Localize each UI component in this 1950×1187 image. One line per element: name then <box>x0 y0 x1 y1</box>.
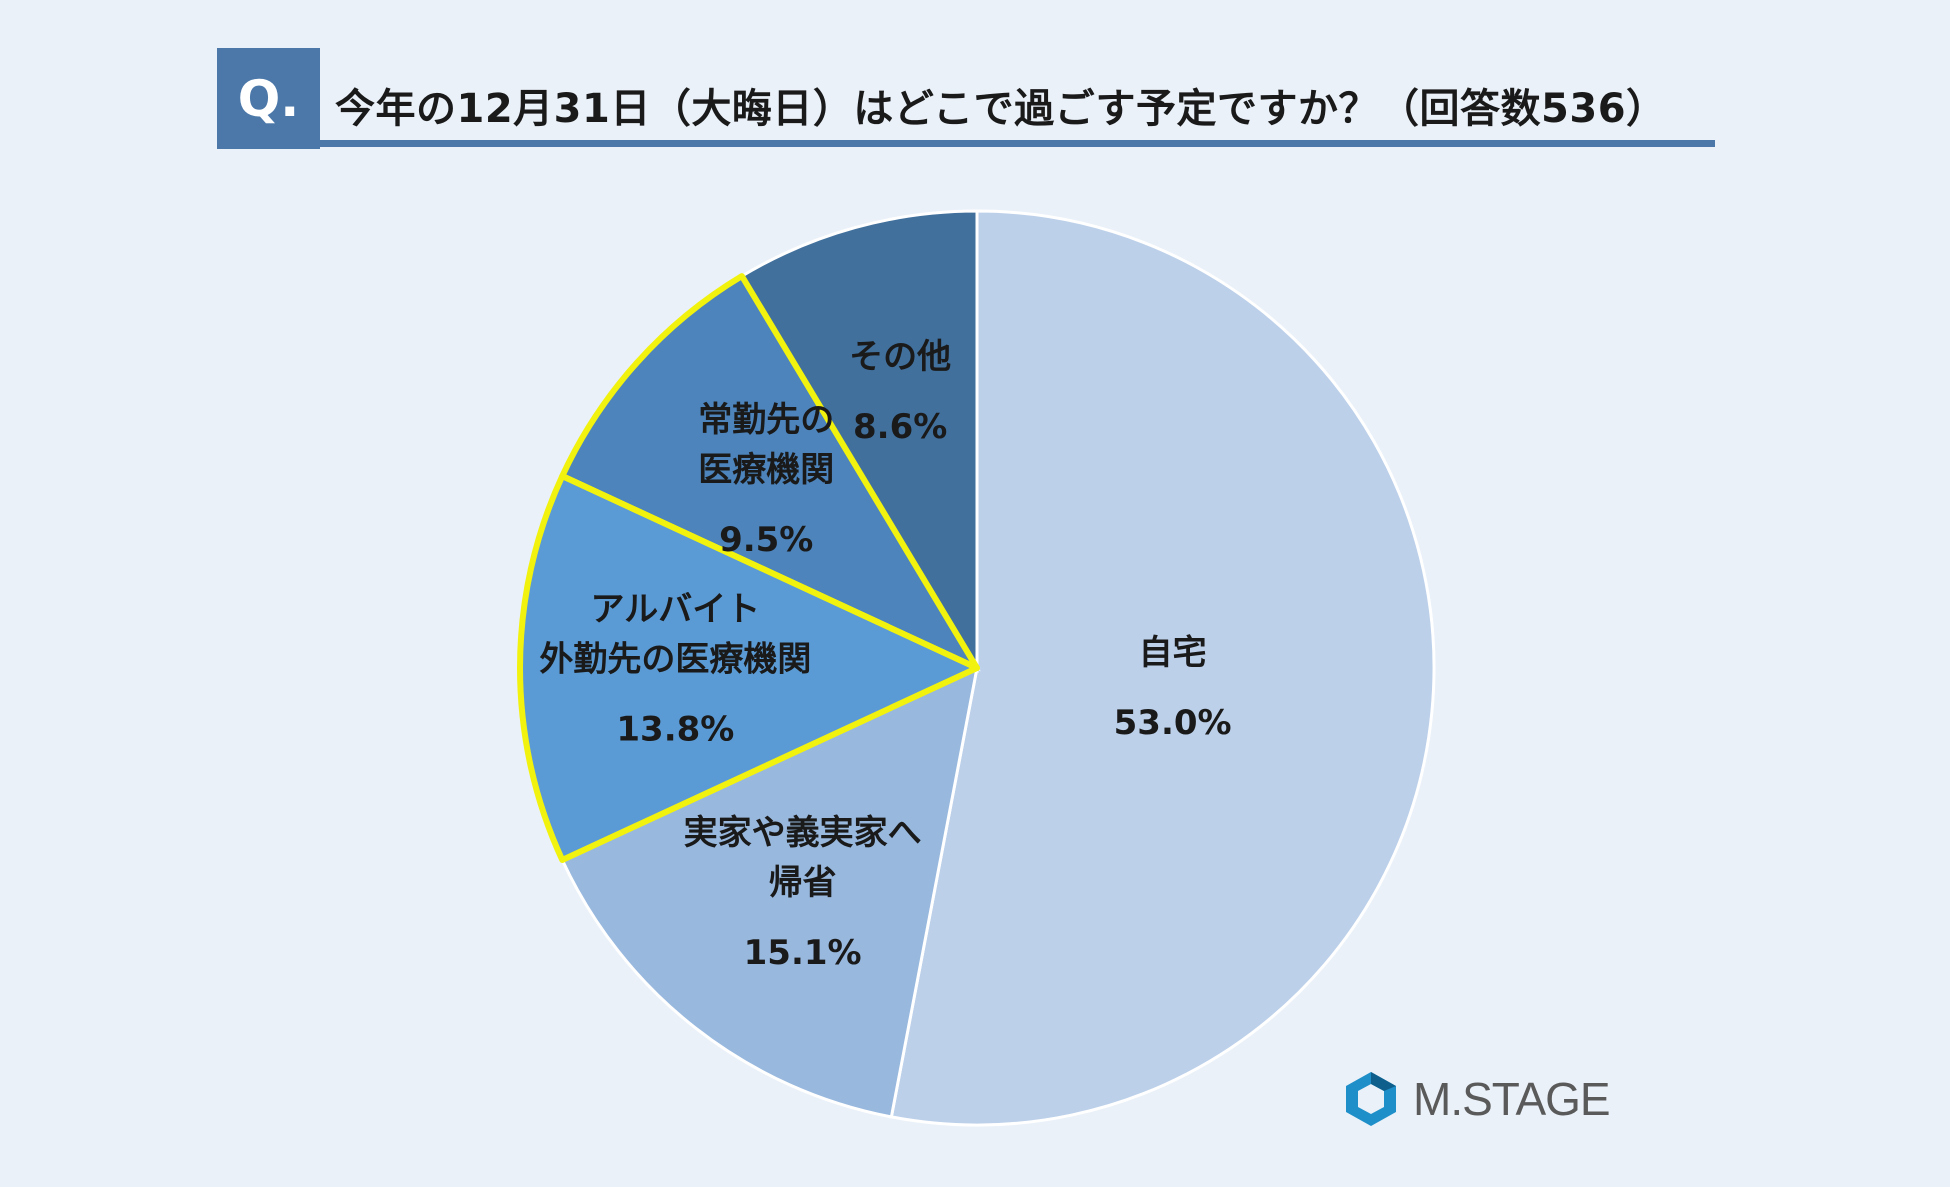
slice-label-1-0: 実家や義実家へ <box>684 813 922 853</box>
slice-value-3: 9.5% <box>719 520 813 560</box>
mstage-hexagon-icon <box>1346 1072 1396 1126</box>
slice-value-0: 53.0% <box>1114 703 1232 743</box>
slice-label-4-0: その他 <box>849 337 951 377</box>
pie-slice-highlight-3 <box>559 273 980 671</box>
slice-label-3-1: 医療機関 <box>698 450 834 490</box>
chart-title: 今年の12月31日（大晦日）はどこで過ごす予定ですか？（回答数536） <box>335 86 1667 132</box>
pie-slice-1 <box>560 665 980 1119</box>
pie-slice-4 <box>739 209 979 674</box>
title-underline <box>320 140 1715 147</box>
question-badge: Q. <box>217 48 320 149</box>
pie-slice-highlight-2 <box>517 473 980 863</box>
slice-label-2-1: 外勤先の医療機関 <box>539 640 811 680</box>
slice-label-2-0: アルバイト <box>591 590 761 630</box>
slice-value-4: 8.6% <box>853 407 947 447</box>
slice-label-1-1: 帰省 <box>769 863 837 903</box>
slice-value-1: 15.1% <box>744 933 862 973</box>
slice-label-0-0: 自宅 <box>1139 633 1207 673</box>
brand-logo: M.STAGE <box>1343 1070 1611 1128</box>
pie-slice-0 <box>889 209 1436 1127</box>
logo-text: M.STAGE <box>1413 1073 1611 1125</box>
slice-label-3-0: 常勤先の <box>698 400 834 440</box>
slice-value-2: 13.8% <box>616 710 734 750</box>
